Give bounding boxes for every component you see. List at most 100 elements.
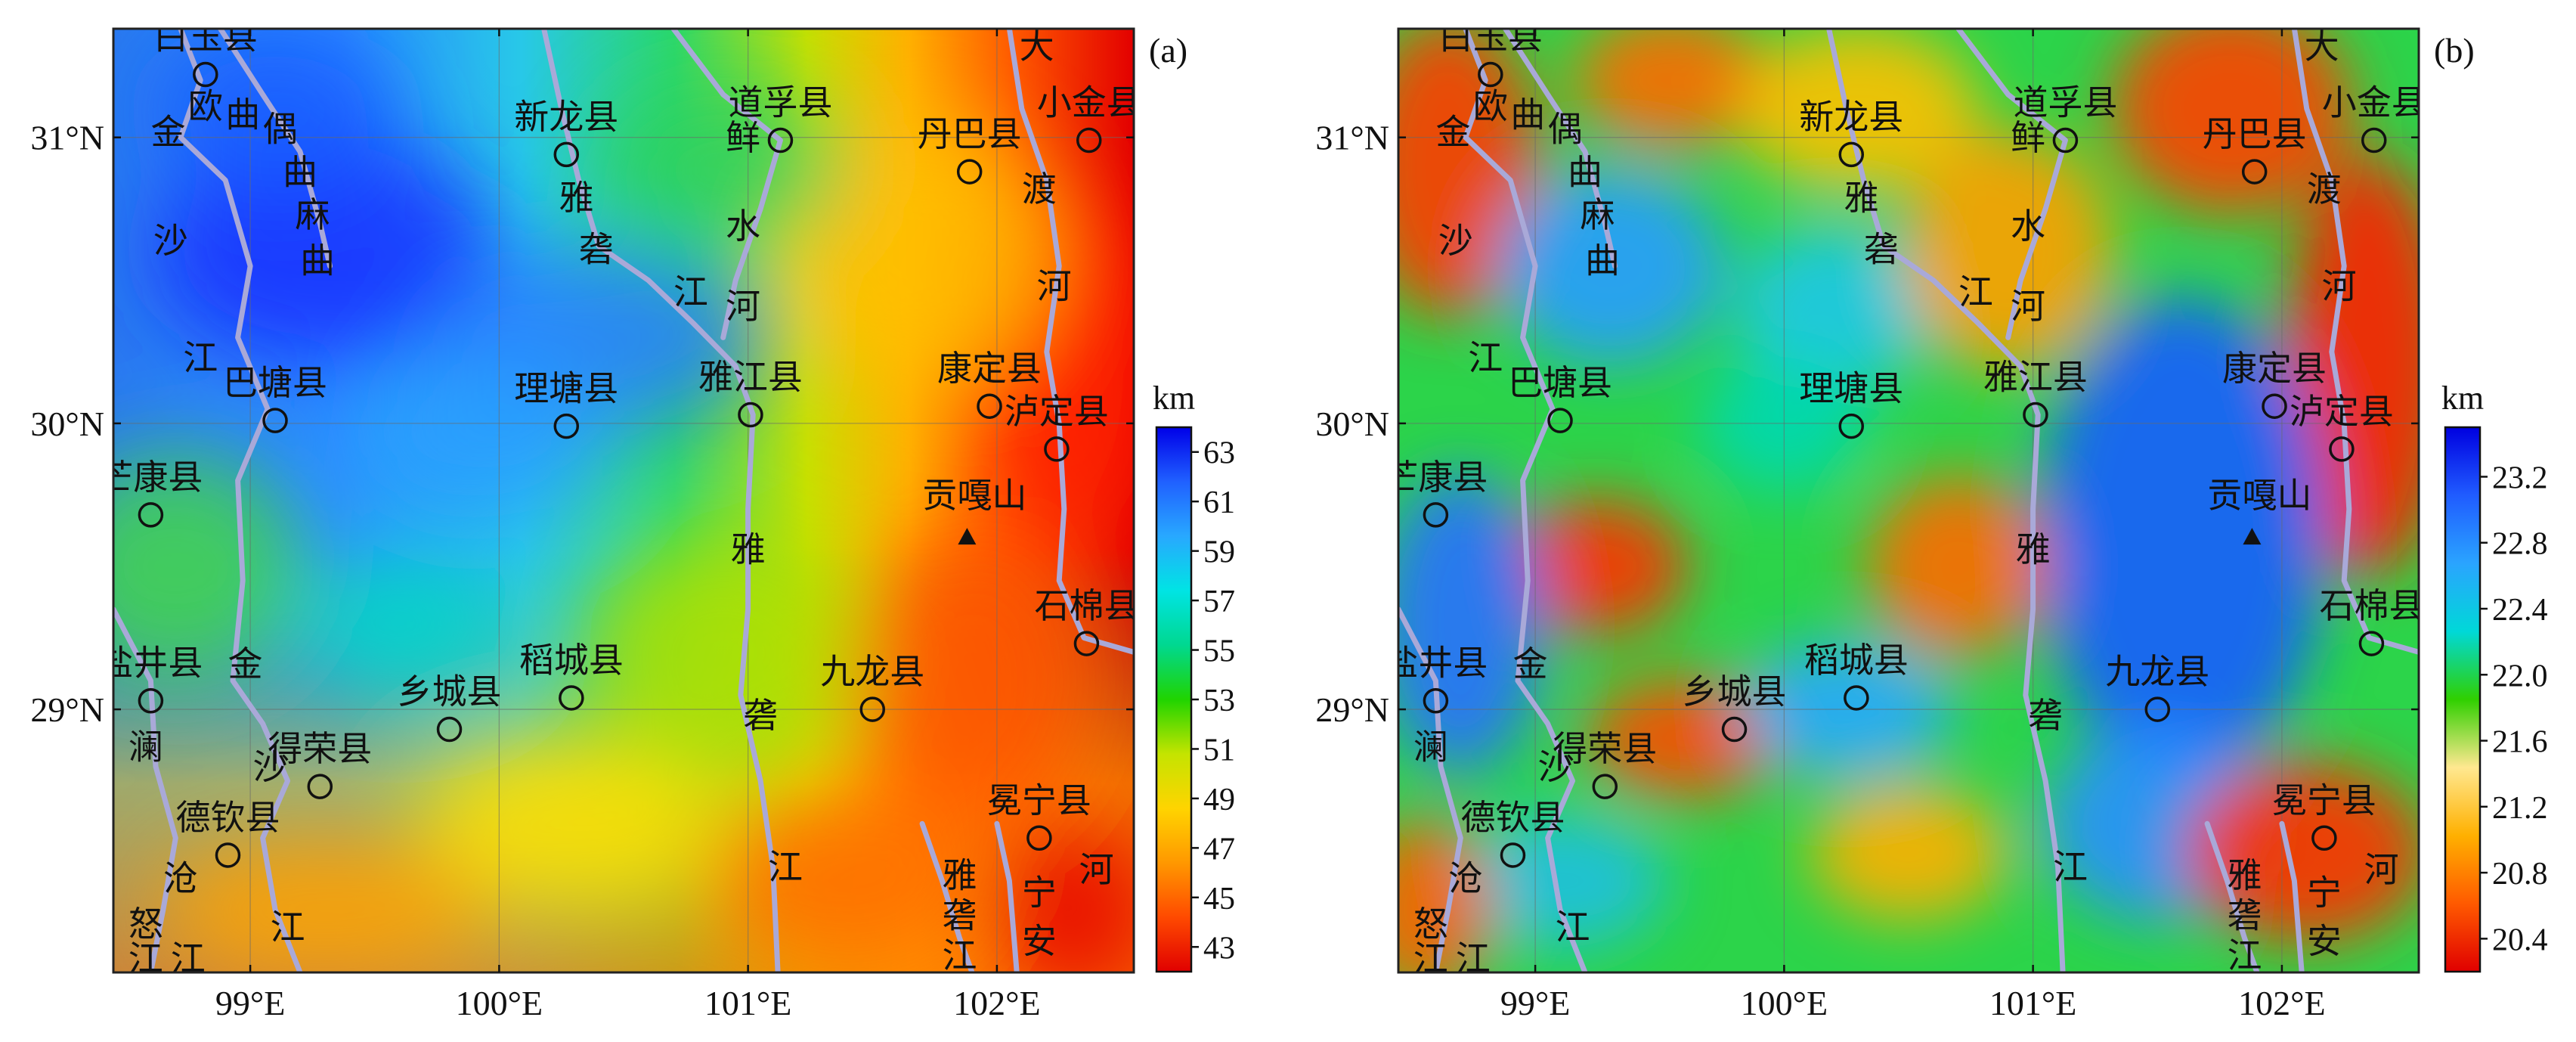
river-glyph: 渡: [2307, 169, 2342, 209]
axis-ticks: 99°E 100°E 101°E 102°E 31°N 30°N 29°N: [1315, 29, 2419, 1022]
river-glyph: 欧: [188, 85, 223, 126]
county-marker: [262, 408, 288, 433]
river-line: [919, 820, 975, 972]
county-label: 新龙县: [1799, 96, 1903, 137]
colorbar-tick-label: 55: [1203, 634, 1235, 669]
county-label: 德钦县: [1460, 797, 1565, 838]
county-label: 石棉县: [1034, 585, 1138, 626]
map-frame: [1397, 27, 2420, 974]
river-line: [2291, 29, 2419, 655]
river-line: [2279, 820, 2305, 972]
county-label: 稻城县: [1804, 640, 1909, 681]
county-marker: [956, 159, 983, 185]
county-marker: [553, 413, 580, 439]
field-a: 欧曲偶曲麻曲金沙江雅砻江鲜水河大渡河雅砻江金沙江澜沧怒江 江雅砻江宁安河白玉县新龙…: [98, 17, 1138, 978]
county-label: 白玉县: [153, 17, 258, 57]
county-marker: [307, 774, 333, 799]
colorbar-tick-label: 23.2: [2492, 461, 2548, 495]
river-glyph: 砻: [2028, 695, 2063, 736]
county-label: 泸定县: [1005, 391, 1109, 432]
lat-tick-label: 29°N: [1315, 690, 1389, 729]
peak-triangle-icon: [2243, 528, 2262, 545]
colorbar-tick-label: 59: [1203, 535, 1235, 570]
river-glyph: 曲: [1585, 240, 1620, 281]
county-label: 丹巴县: [918, 113, 1022, 154]
colorbar-tick-label: 57: [1203, 585, 1235, 619]
river-labels: 欧曲偶曲麻曲金沙江雅砻江鲜水河大渡河雅砻江金沙江澜沧怒江 江雅砻江宁安河: [128, 26, 1114, 978]
colorbar-tick-label: 43: [1203, 931, 1235, 966]
map-frame: [112, 27, 1135, 974]
county-marker: [1547, 408, 1573, 433]
river-line: [2204, 820, 2260, 972]
river-glyph: 安: [2307, 921, 2342, 962]
field-b: 欧曲偶曲麻曲金沙江雅砻江鲜水河大渡河雅砻江金沙江澜沧怒江 江雅砻江宁安河白玉县新龙…: [1398, 26, 2426, 978]
river-line: [178, 29, 303, 972]
river-line: [1503, 29, 1618, 269]
river-glyph: 宁: [1022, 872, 1057, 913]
lon-tick-label: 100°E: [1741, 984, 1828, 1022]
river-labels: 欧曲偶曲麻曲金沙江雅砻江鲜水河大渡河雅砻江金沙江澜沧怒江 江雅砻江宁安河: [1413, 26, 2399, 978]
lat-tick-label: 31°N: [30, 119, 104, 157]
county-marker: [1721, 716, 1748, 743]
depth-field: [113, 29, 1134, 972]
colorbar-tick-label: 22.4: [2492, 593, 2548, 628]
colorbar-tick-label: 22.0: [2492, 659, 2548, 693]
river-glyph: 鲜: [726, 117, 760, 158]
river-glyph: 金: [1513, 643, 1548, 684]
county-label: 小金县: [2322, 82, 2426, 122]
lon-tick-label: 99°E: [1500, 984, 1571, 1022]
river-glyph: 澜: [128, 727, 163, 768]
county-marker: [2358, 631, 2385, 656]
county-label: 稻城县: [519, 640, 624, 681]
river-glyph: 江: [1413, 938, 1448, 978]
river-glyph: 偶: [263, 109, 298, 150]
river-glyph: 大: [1020, 26, 1054, 67]
river-glyph: 砻: [743, 695, 778, 736]
river-line: [218, 29, 333, 269]
river-glyph: 鲜: [2011, 117, 2045, 158]
colorbar: km 23.2 22.8 22.4 22.0 21.6 21.2 20.8 20.4: [2441, 380, 2548, 973]
county-marker: [1838, 413, 1865, 439]
colorbar-tick-label: 21.6: [2492, 725, 2548, 760]
county-marker: [138, 502, 164, 528]
county-marker: [1076, 127, 1102, 154]
river-glyph: 雅: [2016, 529, 2051, 570]
river-glyph: 大: [2305, 26, 2339, 67]
lat-tick-label: 31°N: [1315, 119, 1389, 157]
river-glyph: 沙: [252, 746, 287, 787]
river-glyph: 江: [1456, 938, 1491, 978]
colorbar-tick-label: 20.8: [2492, 857, 2548, 892]
river-glyph: 河: [2322, 266, 2357, 307]
river-line: [1955, 29, 2068, 340]
colorbar-tick-label: 20.4: [2492, 923, 2548, 957]
river-glyph: 曲: [300, 240, 335, 281]
river-glyph: 河: [1037, 266, 1072, 307]
county-label: 康定县: [937, 348, 1042, 389]
peak-triangle-icon: [958, 528, 977, 545]
river-glyph: 雅: [559, 177, 593, 218]
county-marker: [2361, 127, 2387, 154]
colorbar-tick-label: 61: [1203, 485, 1235, 520]
river-glyph: 怒: [128, 904, 163, 944]
river-glyph: 沙: [1537, 746, 1572, 787]
river-glyph: 曲: [283, 151, 317, 192]
panel-label: (b): [2434, 31, 2475, 70]
river-glyph: 麻: [1580, 194, 1615, 235]
lon-tick-label: 101°E: [1989, 984, 2077, 1022]
county-marker: [2262, 393, 2287, 419]
river-glyph: 金: [150, 111, 185, 152]
county-label: 理塘县: [514, 368, 618, 409]
lon-tick-label: 102°E: [953, 984, 1041, 1022]
river-glyph: 河: [726, 286, 760, 327]
county-label: 盐井县: [98, 643, 203, 684]
axis-ticks: 99°E 100°E 101°E 102°E 31°N 30°N 29°N: [30, 29, 1134, 1022]
river-glyph: 雅: [1844, 177, 1878, 218]
colorbar-unit: km: [2441, 380, 2484, 417]
county-marker: [1838, 141, 1865, 168]
river-glyph: 雅: [2228, 855, 2262, 896]
river-glyph: 江: [128, 938, 163, 978]
